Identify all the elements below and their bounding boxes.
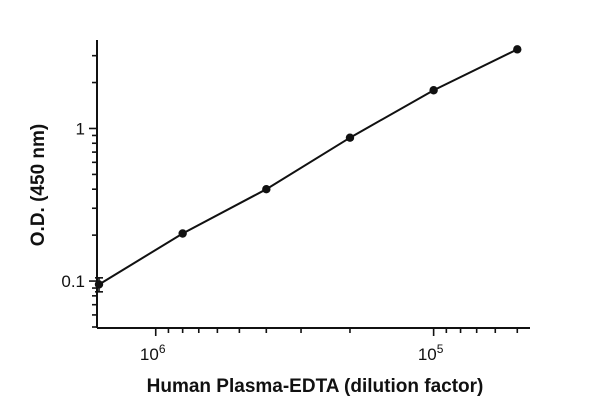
y-axis-label: O.D. (450 nm) [28, 124, 49, 246]
x-tick-label: 106 [140, 342, 166, 364]
data-point [262, 184, 271, 194]
series-line [98, 48, 518, 286]
y-tick-label: 1 [76, 119, 85, 138]
series-layer [94, 45, 522, 293]
data-point [178, 229, 187, 238]
data-point [94, 280, 104, 289]
y-tick-label: 0.1 [61, 272, 85, 291]
data-point [513, 45, 522, 54]
data-point [429, 86, 438, 95]
x-ticks: 106 105 [140, 328, 519, 364]
x-axis-label: Human Plasma-EDTA (dilution factor) [147, 376, 484, 397]
data-point [345, 133, 355, 142]
axes: 0.11 106 105 [61, 40, 530, 364]
y-ticks: 0.11 [61, 54, 97, 328]
x-tick-label: 105 [418, 342, 444, 364]
